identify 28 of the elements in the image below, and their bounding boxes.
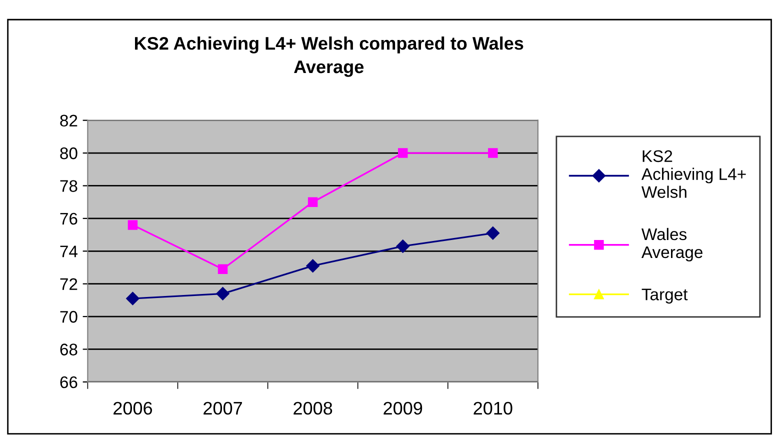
y-tick-label: 72: [60, 278, 78, 290]
chart-title: KS2 Achieving L4+ Welsh compared to Wales Average: [135, 36, 524, 77]
point: [216, 287, 230, 300]
point: [306, 259, 320, 272]
y-tick-label: 70: [60, 310, 78, 323]
y-tick-label: 82: [60, 114, 78, 127]
point: [126, 292, 140, 306]
y-tick-label: 80: [60, 147, 78, 160]
x-tick-label: 2009: [384, 402, 422, 415]
y-tick-label: 78: [60, 180, 78, 192]
y-tick-label: 74: [60, 246, 78, 258]
point: [128, 220, 138, 230]
x-tick-label: 2008: [294, 402, 332, 415]
legend-label: KS2 Achieving L4+ Welsh: [641, 150, 746, 198]
point: [218, 264, 228, 274]
point: [398, 148, 408, 158]
legend-label: Target: [642, 288, 688, 304]
x-tick-label: 2010: [474, 402, 512, 415]
y-tick-label: 76: [60, 212, 78, 225]
y-tick-label: 68: [60, 344, 78, 356]
y-tick-label: 66: [60, 376, 78, 388]
x-tick-label: 2007: [204, 402, 242, 415]
point: [486, 226, 500, 240]
legend-label: Wales Average: [641, 228, 702, 262]
point: [488, 148, 498, 158]
x-tick-label: 2006: [114, 402, 152, 415]
point: [396, 240, 410, 253]
point: [308, 197, 318, 207]
